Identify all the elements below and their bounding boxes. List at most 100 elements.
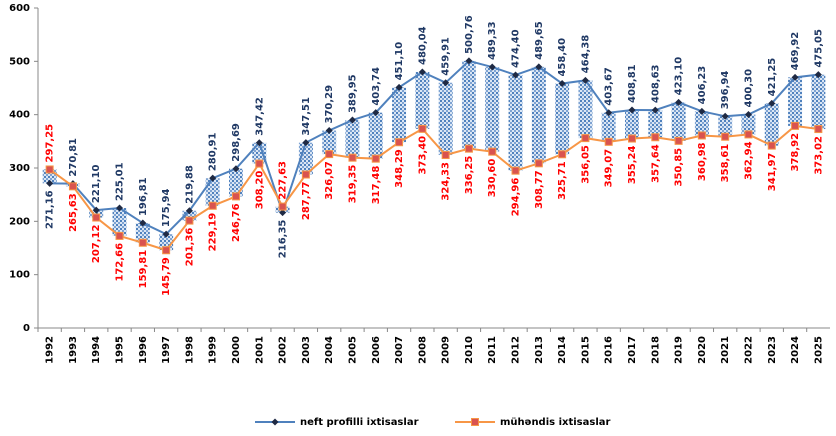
data-label: 287,77 (301, 181, 312, 220)
legend-label: mühəndis ixtisaslar (500, 417, 610, 428)
hi-lo-bar (112, 207, 127, 236)
marker (534, 159, 543, 168)
data-label: 298,69 (231, 123, 242, 162)
hi-lo-bar (392, 87, 407, 143)
data-label: 227,63 (278, 161, 289, 200)
marker (92, 206, 100, 214)
marker (395, 138, 404, 147)
marker (628, 134, 636, 143)
data-label: 389,95 (347, 74, 358, 113)
marker (348, 153, 357, 162)
data-label: 271,16 (45, 190, 56, 229)
hi-lo-bar (694, 111, 709, 136)
marker (441, 151, 450, 160)
marker (162, 246, 171, 255)
marker (209, 174, 217, 182)
marker (395, 83, 403, 91)
marker (185, 207, 193, 215)
x-tick-label: 2011 (487, 336, 498, 364)
marker (558, 150, 567, 159)
x-tick-label: 2019 (674, 336, 685, 364)
data-label: 317,48 (371, 166, 382, 205)
data-label: 324,33 (441, 162, 452, 201)
marker (255, 159, 264, 168)
hi-lo-bar (601, 112, 616, 142)
data-label: 207,12 (91, 224, 102, 263)
hi-lo-bar (508, 74, 523, 171)
data-label: 475,05 (813, 29, 824, 68)
x-tick-label: 2017 (627, 336, 638, 364)
marker (92, 213, 101, 222)
hi-lo-bar (741, 114, 756, 135)
data-label: 175,94 (161, 189, 172, 228)
x-tick-label: 2023 (767, 336, 778, 364)
data-label: 216,35 (278, 220, 289, 259)
hi-lo-bar (764, 103, 779, 146)
x-tick-label: 2013 (534, 336, 545, 364)
x-tick-label: 2016 (604, 336, 615, 364)
marker (185, 216, 194, 225)
marker (465, 57, 473, 65)
data-label: 373,02 (813, 136, 824, 175)
marker (814, 125, 823, 134)
x-tick-label: 2014 (557, 336, 568, 364)
data-label: 451,10 (394, 42, 405, 81)
x-tick-label: 2000 (231, 336, 242, 364)
x-tick-label: 2007 (394, 336, 405, 364)
series-line (49, 59, 819, 236)
marker (768, 99, 776, 107)
marker (721, 112, 729, 120)
marker (558, 80, 566, 88)
x-tick-label: 2018 (650, 336, 661, 364)
marker (372, 109, 380, 117)
marker (371, 154, 380, 163)
marker (698, 107, 706, 115)
data-label: 196,81 (138, 177, 149, 216)
marker (675, 98, 683, 106)
x-tick-label: 2004 (324, 336, 335, 364)
x-tick-label: 2024 (790, 336, 801, 364)
marker (488, 63, 496, 71)
data-label: 500,76 (464, 15, 475, 54)
data-label: 326,07 (324, 161, 335, 200)
data-label: 145,79 (161, 257, 172, 296)
marker (651, 106, 659, 114)
x-tick-label: 2010 (464, 336, 475, 364)
marker (791, 73, 799, 81)
marker (232, 192, 240, 201)
x-tick-label: 1996 (138, 336, 149, 364)
data-label: 341,97 (767, 153, 778, 192)
x-tick-label: 2012 (511, 336, 522, 364)
marker (464, 144, 473, 153)
data-label: 246,76 (231, 203, 242, 242)
hi-lo-bar (625, 109, 639, 139)
marker (302, 139, 310, 147)
data-label: 225,01 (115, 162, 126, 201)
x-tick-label: 1999 (208, 336, 219, 364)
hi-lo-bar (461, 60, 476, 149)
data-label: 319,35 (347, 165, 358, 204)
data-label: 350,85 (674, 148, 685, 187)
hi-lo-bar (578, 80, 593, 139)
x-tick-label: 2002 (278, 336, 289, 364)
hi-lo-bar (345, 120, 360, 158)
marker (208, 201, 217, 210)
data-label: 308,20 (254, 171, 265, 210)
marker (348, 116, 356, 124)
hi-lo-bar (531, 66, 546, 164)
data-label: 370,29 (324, 85, 335, 124)
marker (791, 121, 800, 130)
y-tick-label: 400 (9, 110, 30, 121)
x-tick-label: 1998 (184, 336, 195, 364)
data-label: 201,36 (184, 228, 195, 267)
data-label: 221,10 (91, 164, 102, 203)
x-tick-label: 2020 (697, 336, 708, 364)
hi-lo-bar (415, 71, 430, 129)
hi-lo-bar (182, 210, 197, 221)
marker (68, 182, 77, 191)
marker (628, 106, 636, 114)
data-label: 347,51 (301, 97, 312, 136)
marker (45, 165, 54, 174)
x-tick-label: 2008 (417, 336, 428, 364)
